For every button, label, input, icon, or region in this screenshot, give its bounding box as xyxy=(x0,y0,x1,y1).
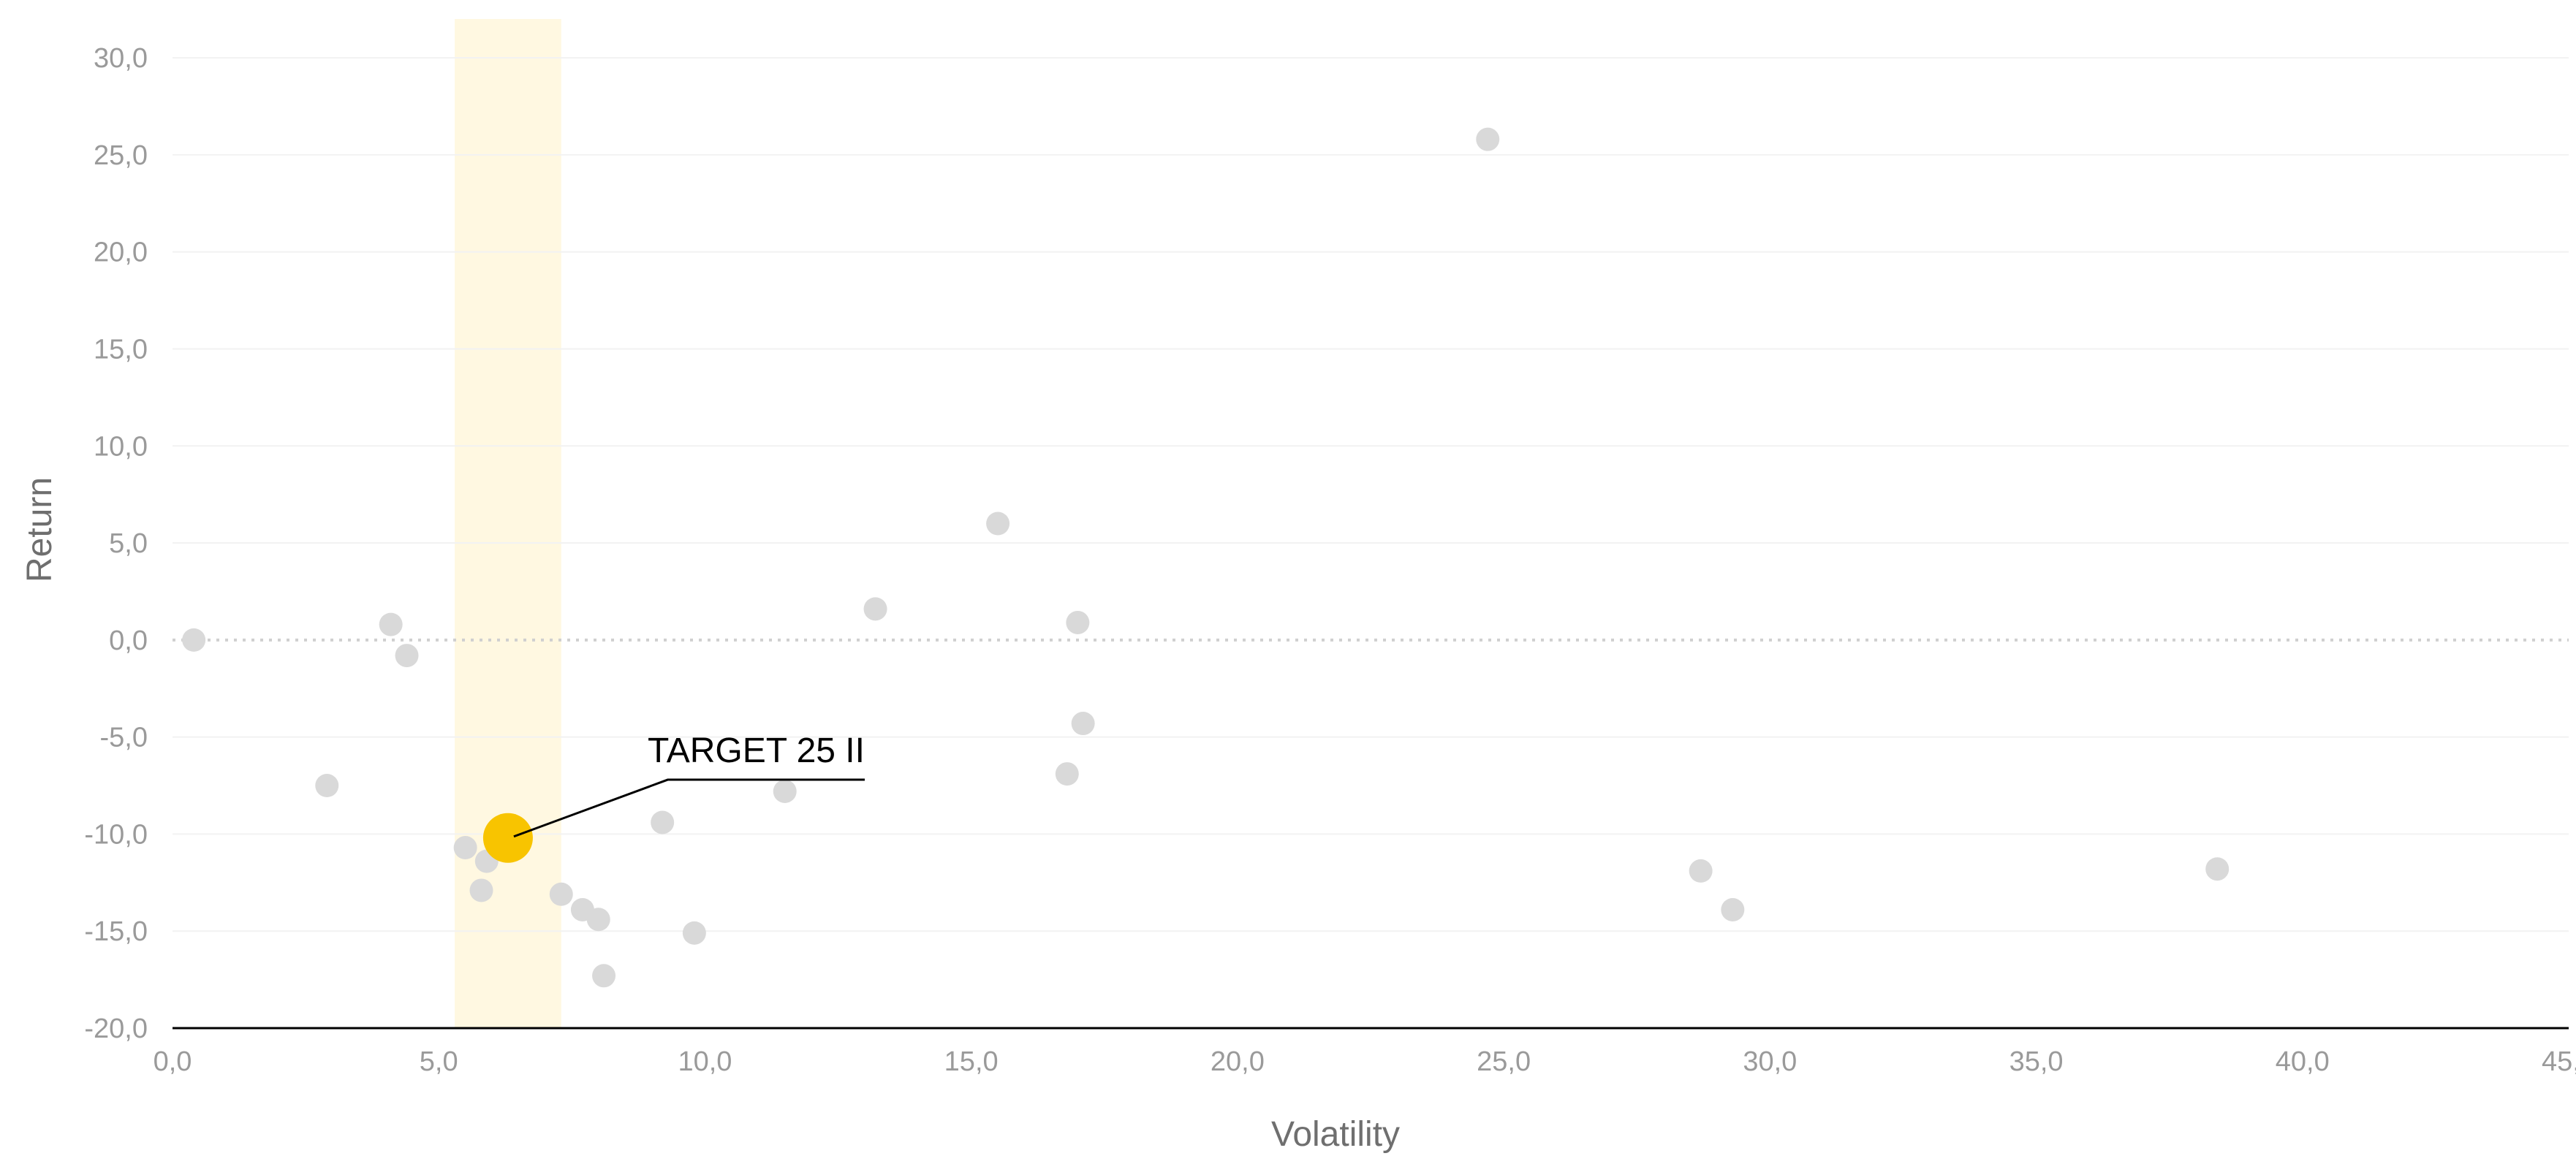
annotation-label: TARGET 25 II xyxy=(648,731,865,770)
scatter-point[interactable] xyxy=(469,878,493,902)
scatter-point[interactable] xyxy=(651,810,675,834)
x-tick-label: 10,0 xyxy=(678,1046,732,1077)
y-tick-label: 15,0 xyxy=(94,334,148,365)
highlight-band xyxy=(455,19,561,1028)
y-tick-label: 30,0 xyxy=(94,43,148,74)
scatter-point[interactable] xyxy=(592,964,616,988)
scatter-point[interactable] xyxy=(1721,897,1745,921)
annotation-leader-line xyxy=(513,778,865,838)
scatter-point[interactable] xyxy=(863,597,887,621)
scatter-point[interactable] xyxy=(182,628,206,652)
y-axis-title: Return xyxy=(20,477,59,582)
scatter-point[interactable] xyxy=(1055,762,1079,786)
x-tick-label: 30,0 xyxy=(1743,1046,1797,1077)
scatter-point[interactable] xyxy=(2205,857,2230,881)
y-tick-label: 10,0 xyxy=(94,431,148,462)
y-tick-label: -5,0 xyxy=(100,723,148,753)
y-tick-label: 5,0 xyxy=(109,528,148,559)
y-tick-label: 20,0 xyxy=(94,237,148,268)
x-tick-label: 40,0 xyxy=(2276,1046,2330,1077)
scatter-point[interactable] xyxy=(1476,127,1500,151)
scatter-point[interactable] xyxy=(773,779,797,803)
y-tick-label: -10,0 xyxy=(84,819,148,850)
x-tick-label: 35,0 xyxy=(2009,1046,2064,1077)
scatter-point[interactable] xyxy=(1071,712,1095,736)
scatter-point[interactable] xyxy=(395,644,419,668)
scatter-point[interactable] xyxy=(315,774,339,798)
x-tick-label: 45,0 xyxy=(2542,1046,2576,1077)
scatter-point[interactable] xyxy=(1689,859,1713,883)
y-tick-label: -20,0 xyxy=(84,1014,148,1044)
highlight-point[interactable] xyxy=(482,813,533,863)
y-tick-label: 0,0 xyxy=(109,625,148,656)
scatter-point[interactable] xyxy=(986,512,1010,536)
x-tick-label: 0,0 xyxy=(154,1046,192,1077)
scatter-point[interactable] xyxy=(453,836,477,860)
scatter-point[interactable] xyxy=(682,921,706,945)
scatter-point[interactable] xyxy=(586,908,610,932)
x-axis-title: Volatility xyxy=(1271,1115,1400,1154)
y-tick-label: 25,0 xyxy=(94,140,148,171)
x-tick-label: 15,0 xyxy=(944,1046,999,1077)
y-tick-label: -15,0 xyxy=(84,916,148,947)
x-tick-label: 25,0 xyxy=(1477,1046,1531,1077)
x-tick-label: 20,0 xyxy=(1211,1046,1265,1077)
x-tick-label: 5,0 xyxy=(420,1046,458,1077)
scatter-point[interactable] xyxy=(1066,610,1090,634)
scatter-point[interactable] xyxy=(549,882,573,906)
scatter-point[interactable] xyxy=(379,612,403,636)
